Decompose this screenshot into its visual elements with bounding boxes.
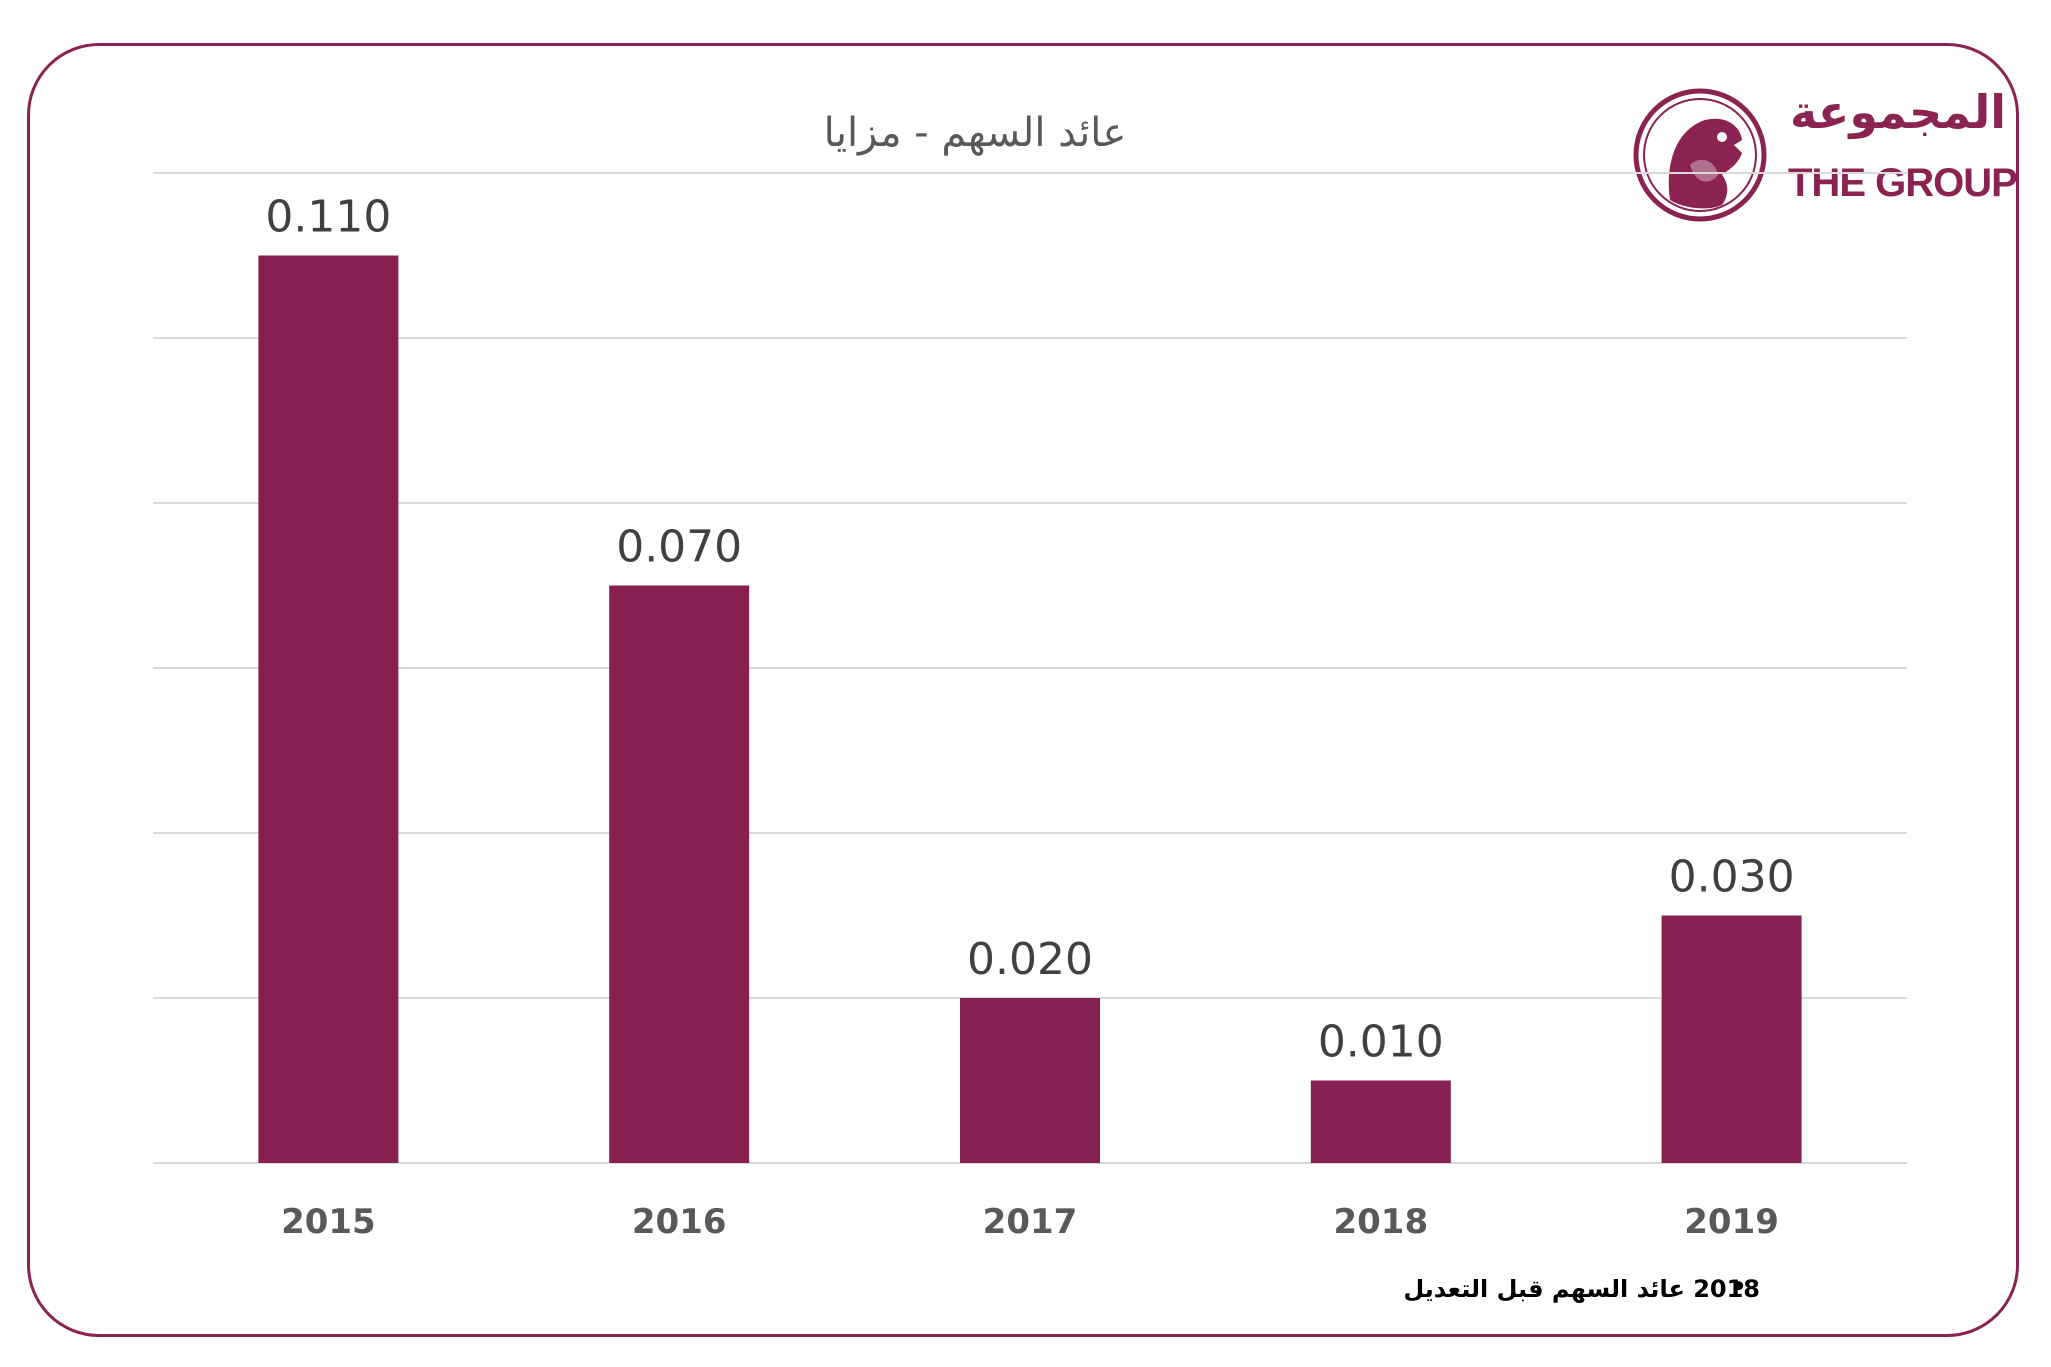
slide-frame bbox=[27, 43, 2019, 1337]
x-tick-labels: 2015 2016 2017 2018 2019 bbox=[281, 1202, 1779, 1242]
bar-2018 bbox=[1310, 1080, 1451, 1163]
data-label-2015: 0.110 bbox=[265, 192, 391, 243]
bars bbox=[258, 255, 1802, 1163]
bar-2019 bbox=[1661, 915, 1802, 1163]
x-tick-label-2015: 2015 bbox=[281, 1202, 376, 1242]
logo-arabic-text: المجموعة bbox=[1790, 85, 2007, 139]
data-label-2017: 0.020 bbox=[967, 934, 1093, 985]
gridlines bbox=[153, 172, 1907, 1164]
footnote-text: 2018 عائد السهم قبل التعديل bbox=[1403, 1275, 1760, 1303]
x-tick-label-2018: 2018 bbox=[1333, 1202, 1428, 1242]
data-label-2019: 0.030 bbox=[1669, 852, 1795, 903]
falcon-emblem-icon bbox=[1633, 88, 1767, 222]
bar-2015 bbox=[258, 255, 399, 1163]
data-label-2016: 0.070 bbox=[616, 522, 742, 573]
chart-title: عائد السهم - مزايا bbox=[823, 110, 1127, 156]
x-tick-label-2019: 2019 bbox=[1684, 1202, 1779, 1242]
x-tick-label-2016: 2016 bbox=[632, 1202, 727, 1242]
data-labels: 0.110 0.070 0.020 0.010 0.030 bbox=[265, 192, 1794, 1068]
data-label-2018: 0.010 bbox=[1318, 1017, 1444, 1068]
footnote-bullet: • bbox=[1730, 1270, 1748, 1305]
bar-2017 bbox=[960, 998, 1100, 1163]
logo-english-text: THE GROUP bbox=[1788, 161, 2018, 205]
company-logo: المجموعة THE GROUP bbox=[1630, 85, 2018, 225]
bar-2016 bbox=[609, 585, 750, 1163]
x-tick-label-2017: 2017 bbox=[983, 1202, 1078, 1242]
